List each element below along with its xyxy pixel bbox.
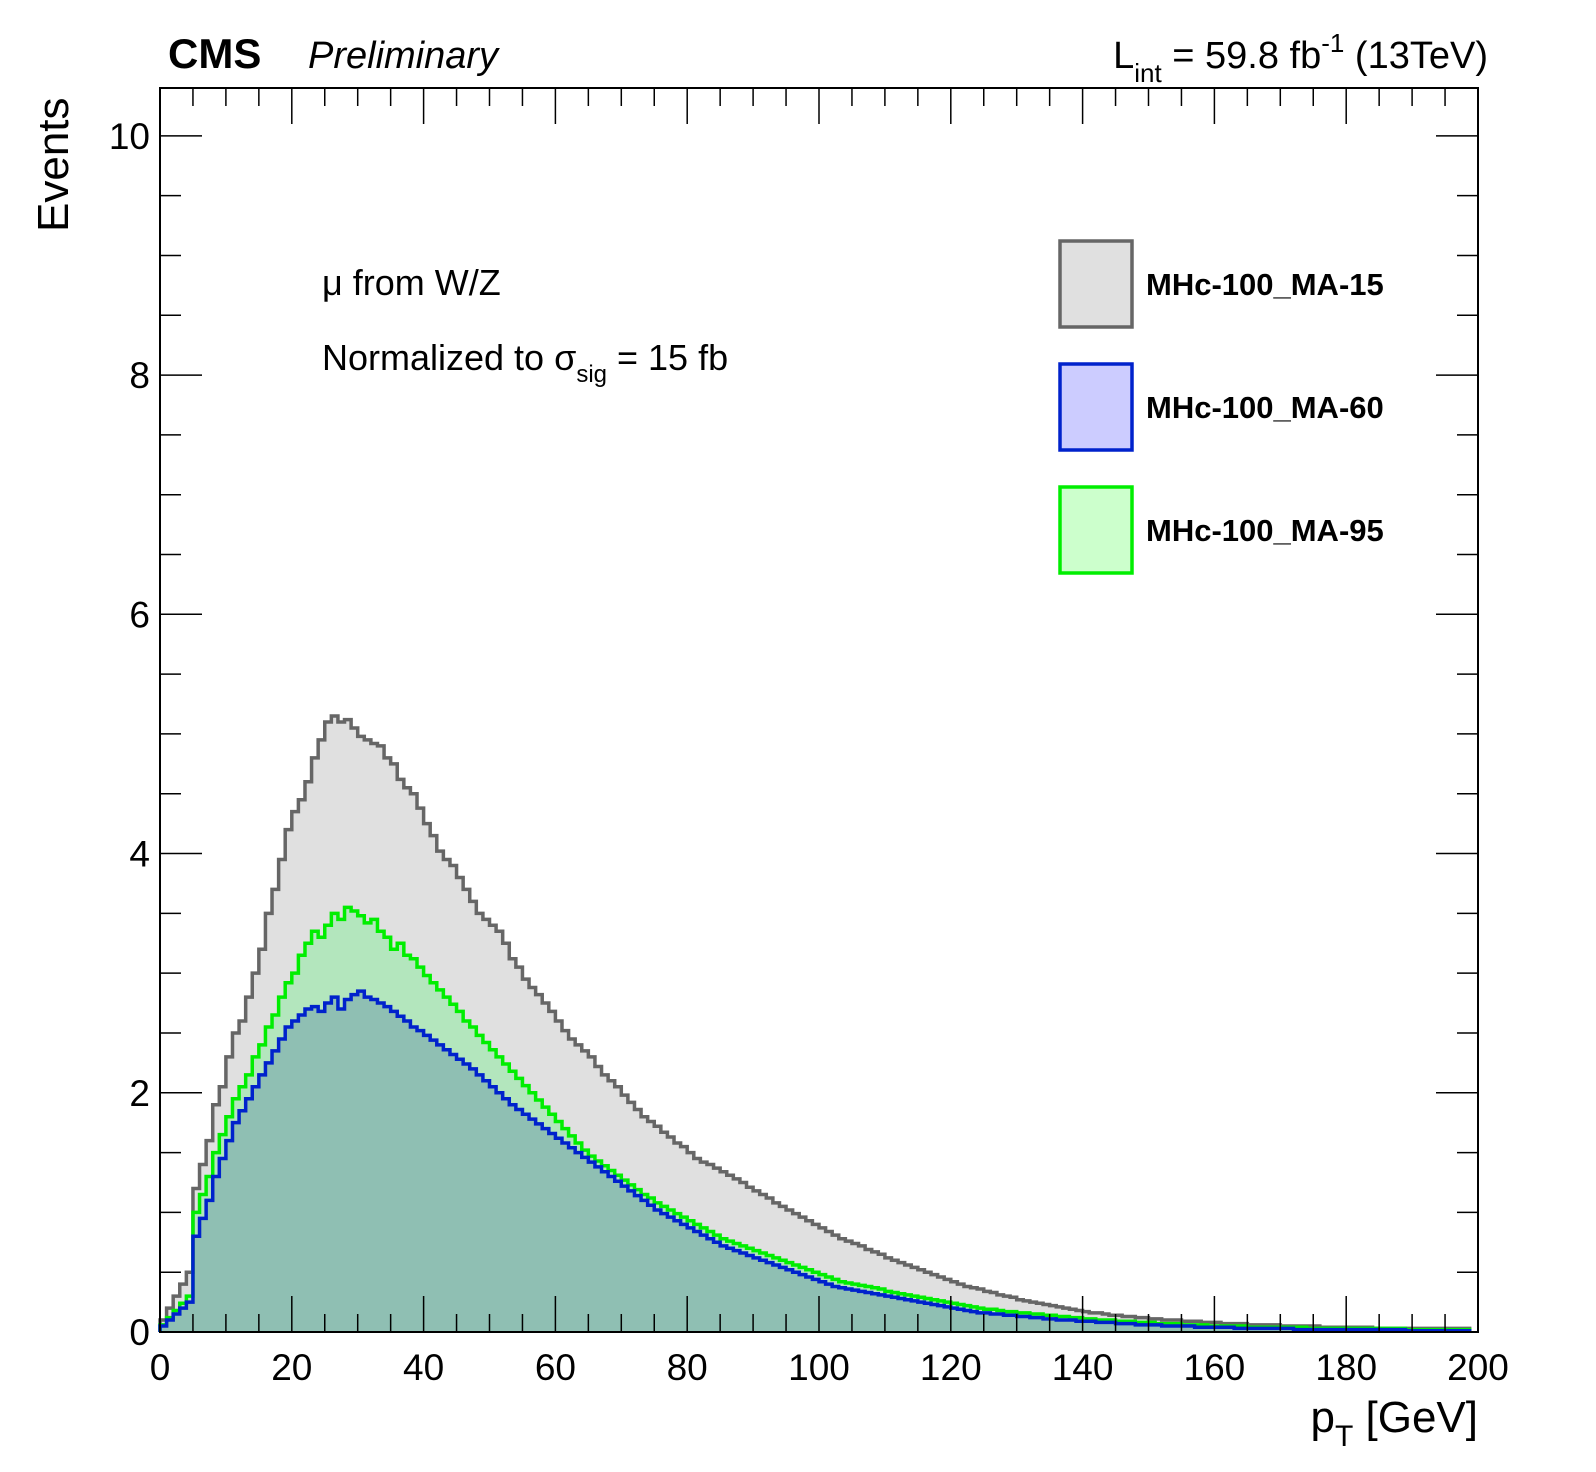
legend-swatch-ma15 <box>1058 239 1134 329</box>
y-tick-label: 0 <box>129 1312 150 1353</box>
axis-ticks: 0 20 40 60 80 100 120 140 160 180 200 0 2 4 6 8 10 <box>109 88 1509 1388</box>
preliminary-label: Preliminary <box>308 35 500 77</box>
x-tick-label: 200 <box>1447 1347 1509 1388</box>
legend-label-ma60: MHc-100_MA-60 <box>1146 390 1384 425</box>
x-tick-label: 120 <box>920 1347 982 1388</box>
legend-swatch-ma95 <box>1058 485 1134 575</box>
annotation-normalization: Normalized to σsig = 15 fb <box>322 337 728 388</box>
series-fill-ma60 <box>160 991 1472 1332</box>
x-tick-label: 100 <box>788 1347 850 1388</box>
x-tick-label: 180 <box>1315 1347 1377 1388</box>
legend-swatch-ma60 <box>1058 362 1134 452</box>
x-tick-label: 20 <box>271 1347 312 1388</box>
x-axis-title: pT [GeV] <box>1310 1393 1478 1453</box>
legend-label-ma15: MHc-100_MA-15 <box>1146 267 1384 302</box>
y-tick-label: 10 <box>109 116 150 157</box>
series-line-ma15 <box>158 714 1472 1332</box>
y-tick-label: 8 <box>129 355 150 396</box>
x-tick-label: 60 <box>535 1347 576 1388</box>
x-tick-label: 0 <box>150 1347 171 1388</box>
y-tick-label: 4 <box>129 834 150 875</box>
x-tick-label: 40 <box>403 1347 444 1388</box>
y-axis-title: Events <box>29 97 78 232</box>
legend: MHc-100_MA-15 MHc-100_MA-60 MHc-100_MA-9… <box>1058 239 1384 575</box>
luminosity-label: Lint = 59.8 fb-1 (13TeV) <box>1113 28 1488 88</box>
experiment-label: CMS <box>168 30 261 77</box>
y-tick-label: 6 <box>129 594 150 635</box>
legend-label-ma95: MHc-100_MA-95 <box>1146 513 1384 548</box>
y-tick-label: 2 <box>129 1073 150 1114</box>
x-tick-label: 80 <box>667 1347 708 1388</box>
annotation-selection: μ from W/Z <box>322 262 501 303</box>
x-tick-label: 140 <box>1052 1347 1114 1388</box>
x-tick-label: 160 <box>1184 1347 1246 1388</box>
series-line-ma60 <box>158 989 1472 1333</box>
series-layer <box>158 714 1472 1333</box>
